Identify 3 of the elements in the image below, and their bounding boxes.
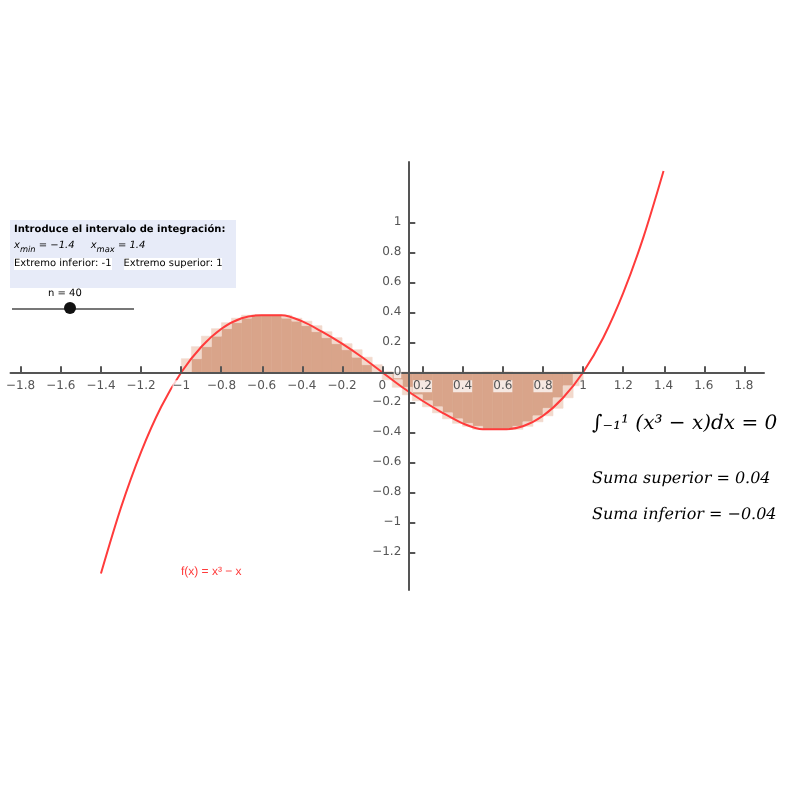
annotation: ∫₋₁¹ (x³ − x)dx = 0 [592,413,779,435]
annotation: Suma inferior = −0.04 [592,505,777,523]
annotation: Suma superior = 0.04 [592,469,771,487]
